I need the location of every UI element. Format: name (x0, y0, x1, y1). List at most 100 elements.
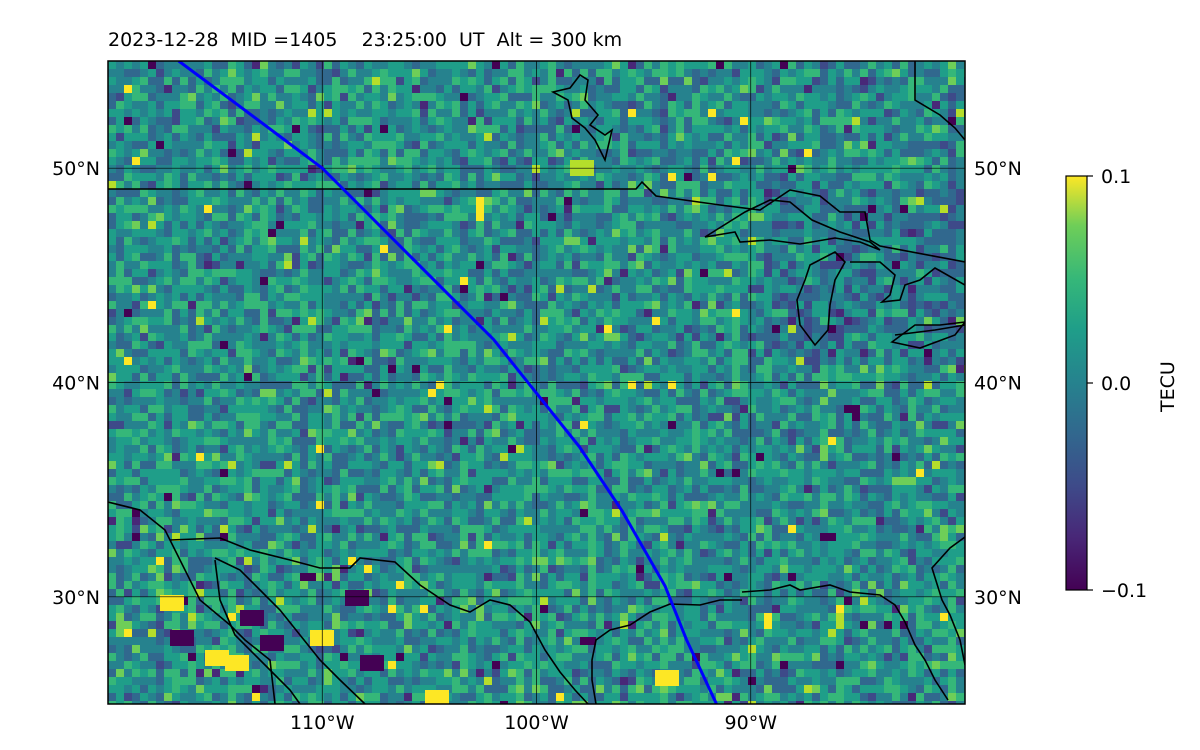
heat-cell (244, 357, 252, 365)
heat-cell (476, 317, 484, 325)
heat-cell (300, 69, 308, 77)
heat-cell (524, 253, 532, 261)
heat-cell (180, 421, 188, 429)
heat-cell (252, 397, 260, 405)
heat-cell (196, 293, 204, 301)
heat-cell (140, 77, 148, 85)
heat-cell (924, 405, 932, 413)
heat-cell (924, 141, 932, 149)
heat-cell (588, 181, 596, 189)
heat-cell (316, 157, 324, 165)
heat-cell (596, 125, 604, 133)
heat-cell (900, 269, 908, 277)
heat-cell (924, 253, 932, 261)
heat-cell (212, 61, 220, 69)
heat-cell (396, 245, 404, 253)
heat-cell (820, 421, 828, 429)
heat-cell (548, 285, 556, 293)
heat-cell (364, 125, 372, 133)
heat-cell (468, 117, 476, 125)
heat-cell (140, 181, 148, 189)
heat-cell (660, 77, 668, 85)
heat-cell (556, 317, 564, 325)
heat-cell (572, 277, 580, 285)
heat-cell (124, 149, 132, 157)
heat-cell (180, 85, 188, 93)
heat-cell (652, 397, 660, 405)
heat-cell (844, 333, 852, 341)
heat-cell (284, 101, 292, 109)
heat-cell (684, 309, 692, 317)
heat-cell (188, 229, 196, 237)
heat-cell (356, 293, 364, 301)
heat-cell (572, 141, 580, 149)
heat-cell (252, 277, 260, 285)
heat-cell (476, 333, 484, 341)
heat-cell (892, 133, 900, 141)
heat-cell (756, 413, 764, 421)
heat-cell (692, 261, 700, 269)
heat-cell (932, 93, 940, 101)
heat-cell (540, 381, 548, 389)
heat-cell (620, 293, 628, 301)
heat-cell (628, 101, 636, 109)
heat-cell (364, 317, 372, 325)
heat-cell (180, 261, 188, 269)
heat-cell (588, 125, 596, 133)
heat-cell (700, 317, 708, 325)
heat-cell (244, 261, 252, 269)
heat-cell (412, 157, 420, 165)
heat-cell (892, 229, 900, 237)
heat-cell (252, 429, 260, 437)
heat-cell (204, 173, 212, 181)
heat-cell (724, 213, 732, 221)
heat-cell (404, 309, 412, 317)
heat-cell (220, 269, 228, 277)
heat-cell (292, 301, 300, 309)
heat-cell (580, 109, 588, 117)
heat-cell (420, 293, 428, 301)
heat-cell (420, 357, 428, 365)
heat-cell (204, 109, 212, 117)
heat-cell (740, 173, 748, 181)
heat-cell (916, 61, 924, 69)
heat-cell (612, 333, 620, 341)
heat-cell (548, 189, 556, 197)
heat-cell (548, 221, 556, 229)
heat-cell (292, 397, 300, 405)
heat-cell (908, 189, 916, 197)
heat-cell (132, 157, 140, 165)
heat-cell (860, 149, 868, 157)
heat-cell (740, 221, 748, 229)
heat-cell (956, 205, 964, 213)
heat-cell (324, 69, 332, 77)
heat-cell (116, 125, 124, 133)
heat-cell (564, 389, 572, 397)
heat-cell (188, 141, 196, 149)
heat-cell (236, 221, 244, 229)
heat-cell (500, 77, 508, 85)
heat-cell (884, 133, 892, 141)
heat-cell (500, 149, 508, 157)
heat-cell (220, 341, 228, 349)
heat-cell (116, 277, 124, 285)
heat-cell (292, 133, 300, 141)
heat-cell (572, 61, 580, 69)
heat-cell (172, 245, 180, 253)
heat-cell (292, 317, 300, 325)
heat-cell (284, 165, 292, 173)
heat-cell (908, 149, 916, 157)
heat-cell (340, 133, 348, 141)
heat-cell (932, 189, 940, 197)
heat-cell (668, 229, 676, 237)
heat-cell (236, 237, 244, 245)
heat-cell (132, 405, 140, 413)
heat-cell (180, 413, 188, 421)
heat-cell (484, 309, 492, 317)
heat-cell (388, 357, 396, 365)
heat-cell (108, 85, 116, 93)
heat-cell (556, 365, 564, 373)
heat-cell (852, 309, 860, 317)
heat-cell (212, 381, 220, 389)
heat-cell (300, 109, 308, 117)
